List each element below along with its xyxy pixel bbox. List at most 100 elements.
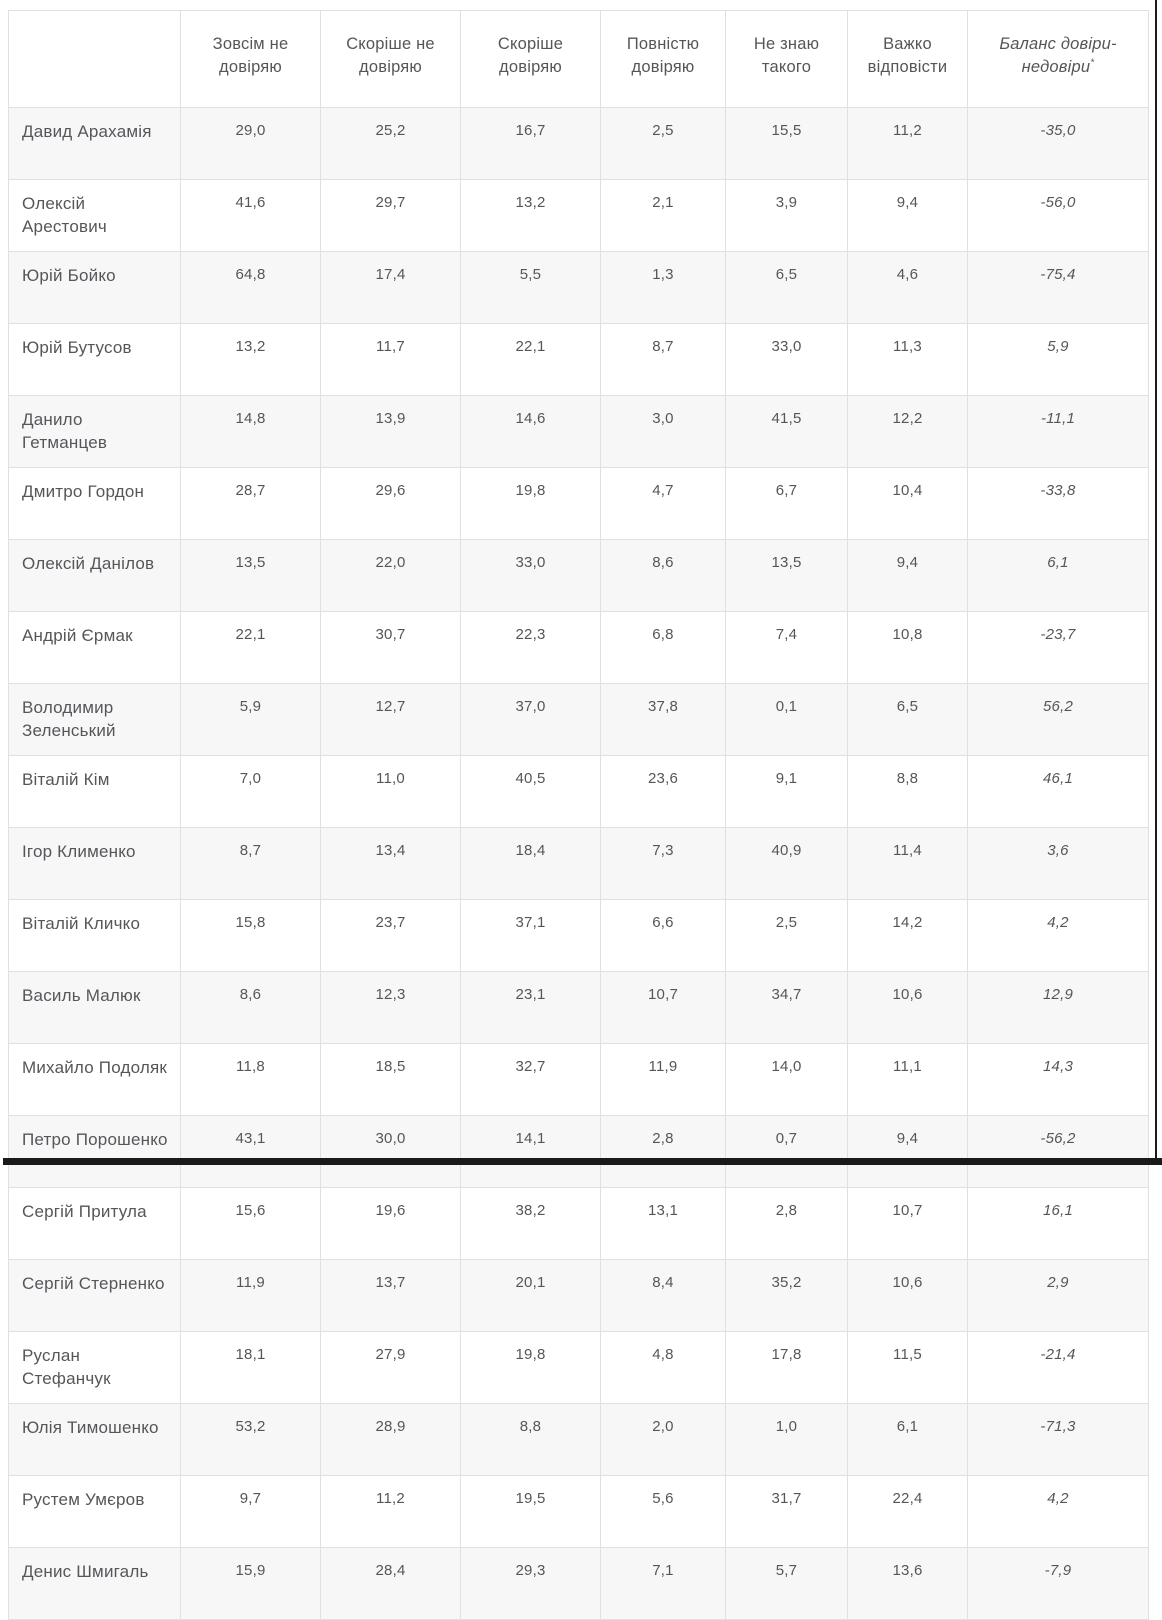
person-name: Віталій Кім	[8, 755, 181, 828]
value-cell: 12,2	[847, 395, 968, 468]
value-cell: 1,0	[725, 1403, 848, 1476]
value-cell: 8,6	[600, 539, 726, 612]
value-cell: 37,8	[600, 683, 726, 756]
person-name: Олексій Данілов	[8, 539, 181, 612]
balance-cell: 4,2	[967, 899, 1149, 972]
value-cell: 22,4	[847, 1475, 968, 1548]
value-cell: 13,6	[847, 1547, 968, 1620]
person-name: Андрій Єрмак	[8, 611, 181, 684]
value-cell: 11,7	[320, 323, 461, 396]
person-name: Юлія Тимошенко	[8, 1403, 181, 1476]
value-cell: 37,1	[460, 899, 601, 972]
balance-cell: 6,1	[967, 539, 1149, 612]
value-cell: 13,7	[320, 1259, 461, 1332]
value-cell: 41,5	[725, 395, 848, 468]
value-cell: 14,2	[847, 899, 968, 972]
balance-cell: 4,2	[967, 1475, 1149, 1548]
value-cell: 18,1	[180, 1331, 321, 1404]
value-cell: 4,6	[847, 251, 968, 324]
person-name: Сергій Притула	[8, 1187, 181, 1260]
table-row: Василь Малюк 8,6 12,3 23,1 10,7 34,7 10,6 12,9	[8, 971, 1149, 1044]
value-cell: 28,7	[180, 467, 321, 540]
value-cell: 13,4	[320, 827, 461, 900]
value-cell: 16,7	[460, 107, 601, 180]
value-cell: 30,0	[320, 1115, 461, 1188]
table-row: Володимир Зеленський 5,9 12,7 37,0 37,8 0,1 6,…	[8, 683, 1149, 756]
value-cell: 7,4	[725, 611, 848, 684]
value-cell: 9,4	[847, 1115, 968, 1188]
page: Зовсім не довіряю Скоріше не довіряю Скорі…	[3, 0, 1162, 1620]
table-row: Дмитро Гордон 28,7 29,6 19,8 4,7 6,7 10,4 -33,8	[8, 467, 1149, 540]
value-cell: 27,9	[320, 1331, 461, 1404]
value-cell: 22,0	[320, 539, 461, 612]
balance-cell: -56,2	[967, 1115, 1149, 1188]
person-name: Давид Арахамія	[8, 107, 181, 180]
value-cell: 14,8	[180, 395, 321, 468]
balance-cell: 16,1	[967, 1187, 1149, 1260]
balance-cell: 56,2	[967, 683, 1149, 756]
value-cell: 29,3	[460, 1547, 601, 1620]
value-cell: 18,4	[460, 827, 601, 900]
column-header: Важко відповісти	[847, 10, 968, 108]
balance-cell: -7,9	[967, 1547, 1149, 1620]
value-cell: 29,6	[320, 467, 461, 540]
value-cell: 13,5	[180, 539, 321, 612]
balance-cell: -35,0	[967, 107, 1149, 180]
balance-cell: 46,1	[967, 755, 1149, 828]
column-header: Скоріше не довіряю	[320, 10, 461, 108]
trust-table: Зовсім не довіряю Скоріше не довіряю Скорі…	[8, 10, 1149, 1620]
value-cell: 30,7	[320, 611, 461, 684]
person-name: Денис Шмигаль	[8, 1547, 181, 1620]
person-name: Руслан Стефанчук	[8, 1331, 181, 1404]
value-cell: 6,5	[725, 251, 848, 324]
value-cell: 11,0	[320, 755, 461, 828]
table-row: Руслан Стефанчук 18,1 27,9 19,8 4,8 17,8 11,5-…	[8, 1331, 1149, 1404]
value-cell: 9,1	[725, 755, 848, 828]
table-row: Данило Гетманцев 14,8 13,9 14,6 3,0 41,5 12,2-…	[8, 395, 1149, 468]
value-cell: 22,3	[460, 611, 601, 684]
value-cell: 6,8	[600, 611, 726, 684]
value-cell: 17,8	[725, 1331, 848, 1404]
balance-cell: -71,3	[967, 1403, 1149, 1476]
value-cell: 11,8	[180, 1043, 321, 1116]
table-row: Андрій Єрмак 22,1 30,7 22,3 6,8 7,4 10,8 -23,7	[8, 611, 1149, 684]
value-cell: 22,1	[180, 611, 321, 684]
value-cell: 2,5	[600, 107, 726, 180]
person-name: Олексій Арестович	[8, 179, 181, 252]
person-name: Сергій Стерненко	[8, 1259, 181, 1332]
value-cell: 13,2	[460, 179, 601, 252]
value-cell: 8,8	[847, 755, 968, 828]
value-cell: 10,6	[847, 1259, 968, 1332]
value-cell: 19,5	[460, 1475, 601, 1548]
value-cell: 10,8	[847, 611, 968, 684]
value-cell: 4,8	[600, 1331, 726, 1404]
table-row: Давид Арахамія 29,0 25,2 16,7 2,5 15,5 11,2 -35…	[8, 107, 1149, 180]
balance-cell: 14,3	[967, 1043, 1149, 1116]
person-name: Василь Малюк	[8, 971, 181, 1044]
person-name: Віталій Кличко	[8, 899, 181, 972]
value-cell: 6,6	[600, 899, 726, 972]
value-cell: 14,6	[460, 395, 601, 468]
value-cell: 1,3	[600, 251, 726, 324]
column-header: Повністю довіряю	[600, 10, 726, 108]
table-row: Михайло Подоляк 11,8 18,5 32,7 11,9 14,0 11,1 1…	[8, 1043, 1149, 1116]
value-cell: 23,7	[320, 899, 461, 972]
value-cell: 4,7	[600, 467, 726, 540]
table-row: Олексій Данілов 13,5 22,0 33,0 8,6 13,5 9,4 6,1	[8, 539, 1149, 612]
value-cell: 14,0	[725, 1043, 848, 1116]
value-cell: 14,1	[460, 1115, 601, 1188]
value-cell: 35,2	[725, 1259, 848, 1332]
value-cell: 13,2	[180, 323, 321, 396]
right-border-line	[1155, 0, 1157, 1165]
value-cell: 5,7	[725, 1547, 848, 1620]
table-body: Давид Арахамія 29,0 25,2 16,7 2,5 15,5 11,2 -35…	[8, 107, 1149, 1620]
table-row: Юрій Бутусов 13,2 11,7 22,1 8,7 33,0 11,3 5,9	[8, 323, 1149, 396]
value-cell: 3,0	[600, 395, 726, 468]
table-row: Олексій Арестович 41,6 29,7 13,2 2,1 3,9 9,4 -5…	[8, 179, 1149, 252]
value-cell: 23,6	[600, 755, 726, 828]
value-cell: 9,4	[847, 539, 968, 612]
balance-cell: -75,4	[967, 251, 1149, 324]
value-cell: 43,1	[180, 1115, 321, 1188]
value-cell: 11,1	[847, 1043, 968, 1116]
value-cell: 3,9	[725, 179, 848, 252]
